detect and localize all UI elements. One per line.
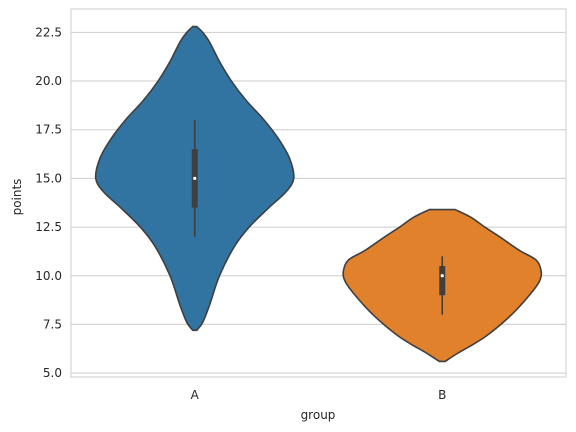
violin-median-b [440, 274, 444, 278]
x-tick-label: B [438, 388, 446, 402]
y-tick-label: 22.5 [35, 25, 62, 39]
y-tick-label: 20.0 [35, 74, 62, 88]
y-tick-label: 7.5 [43, 317, 62, 331]
y-tick-label: 10.0 [35, 269, 62, 283]
y-tick-label: 17.5 [35, 123, 62, 137]
x-axis-label: group [301, 408, 336, 422]
plot-frame [70, 8, 567, 378]
x-tick-label: A [191, 388, 200, 402]
y-axis-label: points [10, 179, 24, 216]
violin-median-a [193, 176, 197, 180]
y-tick-label: 12.5 [35, 220, 62, 234]
violin-layer [94, 25, 543, 363]
y-tick-label: 15.0 [35, 171, 62, 185]
y-tick-label: 5.0 [43, 366, 62, 380]
violin-box-b [439, 266, 446, 296]
y-tick-labels: 5.0 7.5 10.0 12.5 15.0 17.5 20.0 22.5 [35, 25, 62, 380]
